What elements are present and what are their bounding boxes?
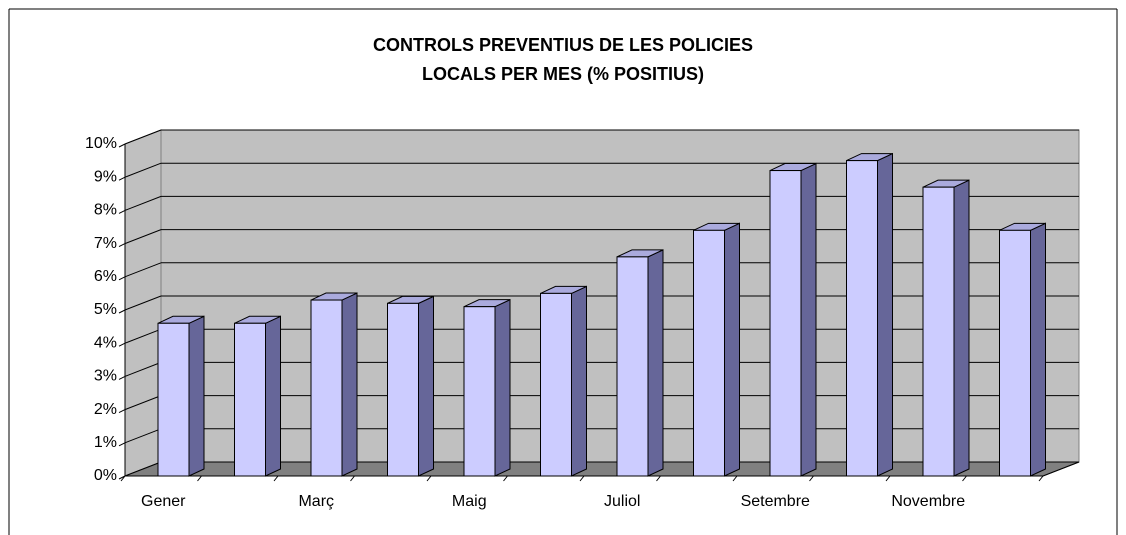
- chart-title: CONTROLS PREVENTIUS DE LES POLICIES: [373, 35, 753, 55]
- bar: [463, 306, 496, 477]
- y-tick: [118, 342, 126, 347]
- x-tick: [732, 475, 738, 482]
- y-tick: [118, 209, 126, 214]
- x-tick: [426, 475, 432, 482]
- x-tick-label: Març: [298, 493, 334, 510]
- grid-line: [124, 229, 162, 245]
- bar-side: [418, 295, 434, 477]
- y-tick-label: 5%: [94, 301, 117, 318]
- y-tick-label: 10%: [85, 135, 117, 152]
- grid-line: [124, 262, 162, 278]
- bar: [310, 299, 343, 477]
- grid-line: [124, 395, 162, 411]
- y-tick: [118, 442, 126, 447]
- bar: [157, 322, 190, 477]
- bar-side: [953, 179, 970, 477]
- y-tick: [118, 176, 126, 181]
- bar-side: [1030, 222, 1046, 477]
- bar: [616, 256, 649, 477]
- y-tick: [118, 143, 126, 148]
- x-tick-label: Gener: [141, 493, 186, 510]
- bar: [693, 229, 725, 477]
- y-tick: [118, 276, 126, 281]
- bar-side: [647, 249, 664, 477]
- bar-side: [265, 315, 281, 477]
- x-tick: [885, 475, 891, 482]
- x-tick: [1038, 475, 1044, 482]
- bar: [846, 160, 878, 477]
- x-tick: [579, 475, 585, 482]
- x-tick: [273, 475, 279, 482]
- bar: [769, 170, 802, 477]
- y-tick: [118, 409, 126, 414]
- grid-line: [124, 162, 162, 178]
- y-tick-label: 9%: [94, 168, 117, 185]
- x-tick-label: Novembre: [891, 493, 965, 510]
- grid-line: [124, 295, 162, 311]
- bar-side: [571, 285, 587, 477]
- x-tick: [656, 475, 661, 482]
- x-axis: [1042, 461, 1080, 477]
- x-tick: [962, 475, 967, 482]
- y-tick-label: 6%: [94, 268, 117, 285]
- bar-side: [724, 222, 740, 477]
- y-tick: [118, 309, 126, 314]
- y-tick-label: 1%: [94, 434, 117, 451]
- y-tick-label: 3%: [94, 368, 117, 385]
- y-tick: [118, 243, 126, 248]
- x-tick: [197, 475, 202, 482]
- x-tick: [350, 475, 355, 482]
- y-tick-label: 4%: [94, 334, 117, 351]
- x-tick-label: Juliol: [604, 493, 640, 510]
- bar-side: [800, 162, 817, 477]
- x-tick: [120, 475, 126, 482]
- y-tick: [118, 375, 126, 380]
- bar: [922, 186, 955, 477]
- bar: [234, 322, 266, 477]
- y-tick-label: 7%: [94, 235, 117, 252]
- x-tick: [503, 475, 508, 482]
- bar-side: [877, 152, 893, 477]
- bar: [999, 229, 1031, 477]
- y-tick-label: 8%: [94, 202, 117, 219]
- grid-line: [124, 195, 162, 211]
- bar: [387, 302, 419, 477]
- grid-line: [124, 328, 162, 344]
- bar-side: [188, 315, 205, 477]
- y-tick-label: 2%: [94, 401, 117, 418]
- grid-line: [124, 361, 162, 377]
- chart-title: LOCALS PER MES (% POSITIUS): [422, 64, 704, 84]
- x-tick-label: Maig: [452, 493, 487, 510]
- bar-side: [494, 298, 511, 477]
- grid-line: [124, 428, 162, 444]
- bar-side: [341, 292, 358, 477]
- grid-line: [124, 129, 162, 145]
- y-tick-label: 0%: [94, 467, 117, 484]
- grid-line: [124, 461, 162, 477]
- x-tick-label: Setembre: [741, 493, 810, 510]
- bar: [540, 292, 572, 477]
- x-tick: [809, 475, 814, 482]
